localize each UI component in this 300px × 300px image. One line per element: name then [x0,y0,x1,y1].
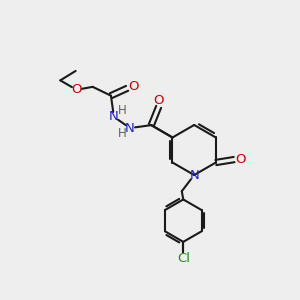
Text: H: H [118,127,127,140]
Text: H: H [118,104,126,118]
Text: N: N [109,110,119,123]
Text: N: N [125,122,135,135]
Text: O: O [235,153,246,166]
Text: O: O [71,83,82,96]
Text: N: N [189,169,199,182]
Text: Cl: Cl [177,252,190,265]
Text: O: O [153,94,164,107]
Text: O: O [128,80,139,93]
